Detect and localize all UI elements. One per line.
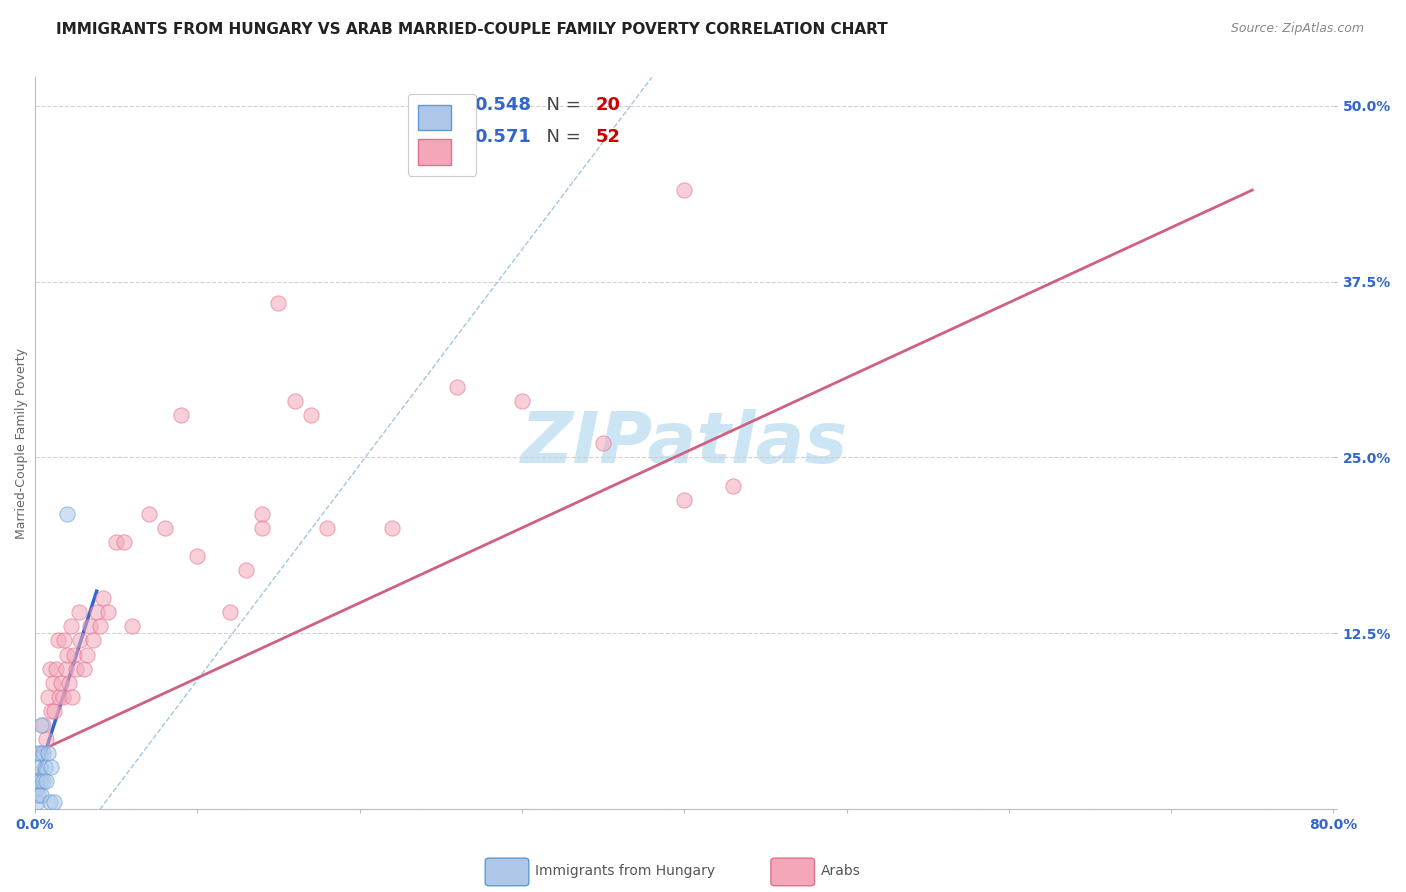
Point <box>39 704 62 718</box>
Point <box>153 521 176 535</box>
Text: N =: N = <box>534 128 586 146</box>
Point <box>32 718 55 732</box>
Point <box>56 507 79 521</box>
Point <box>28 760 51 774</box>
Point <box>35 774 58 789</box>
Text: R =: R = <box>418 128 457 146</box>
Point <box>44 704 66 718</box>
Point <box>97 605 120 619</box>
Point <box>89 619 111 633</box>
Point <box>105 535 128 549</box>
Point <box>39 760 62 774</box>
Text: Source: ZipAtlas.com: Source: ZipAtlas.com <box>1230 22 1364 36</box>
Point <box>592 436 614 450</box>
Text: ZIPatlas: ZIPatlas <box>520 409 848 478</box>
Point <box>446 380 468 394</box>
Point <box>82 633 104 648</box>
Point <box>138 507 160 521</box>
Point <box>38 795 60 809</box>
Point <box>63 648 86 662</box>
Point <box>38 662 60 676</box>
Point <box>86 605 108 619</box>
Point <box>59 619 82 633</box>
Point <box>42 675 65 690</box>
Point <box>121 619 143 633</box>
Text: N =: N = <box>534 96 586 114</box>
Point <box>51 690 73 704</box>
Text: 52: 52 <box>596 128 621 146</box>
Point <box>673 183 696 197</box>
Text: Arabs: Arabs <box>821 864 860 879</box>
Point <box>44 795 66 809</box>
Point <box>186 549 208 563</box>
Point <box>30 718 52 732</box>
Text: R =: R = <box>418 96 457 114</box>
Point <box>65 662 87 676</box>
Point <box>34 760 56 774</box>
Text: IMMIGRANTS FROM HUNGARY VS ARAB MARRIED-COUPLE FAMILY POVERTY CORRELATION CHART: IMMIGRANTS FROM HUNGARY VS ARAB MARRIED-… <box>56 22 889 37</box>
Point <box>25 795 48 809</box>
Point <box>56 648 79 662</box>
Point <box>510 394 533 409</box>
Point <box>25 774 48 789</box>
Point <box>27 767 49 781</box>
Point <box>37 690 59 704</box>
Text: Immigrants from Hungary: Immigrants from Hungary <box>536 864 716 879</box>
Point <box>53 633 76 648</box>
Point <box>45 662 67 676</box>
Point <box>69 633 91 648</box>
Point <box>32 746 55 760</box>
Point <box>46 633 69 648</box>
Point <box>49 675 72 690</box>
Point <box>55 662 77 676</box>
Point <box>25 781 48 796</box>
Point <box>28 746 51 760</box>
Point <box>79 619 101 633</box>
Point <box>91 591 114 606</box>
Text: 0.571: 0.571 <box>474 128 530 146</box>
Point <box>170 409 193 423</box>
Point <box>67 605 90 619</box>
Point <box>250 521 273 535</box>
Y-axis label: Married-Couple Family Poverty: Married-Couple Family Poverty <box>15 348 28 539</box>
Point <box>284 394 307 409</box>
Point <box>48 690 70 704</box>
Point <box>76 648 98 662</box>
Point <box>316 521 339 535</box>
Point <box>27 746 49 760</box>
Point <box>299 409 322 423</box>
Point <box>28 774 51 789</box>
Point <box>218 605 240 619</box>
Point <box>235 563 257 577</box>
Point <box>112 535 135 549</box>
Legend: , : , <box>408 94 477 176</box>
Point <box>37 746 59 760</box>
Point <box>27 789 49 803</box>
Point <box>721 478 744 492</box>
Point <box>250 507 273 521</box>
Point <box>673 492 696 507</box>
Point <box>30 789 52 803</box>
Point <box>267 295 290 310</box>
Point <box>35 731 58 746</box>
Text: 20: 20 <box>596 96 621 114</box>
Point <box>60 690 83 704</box>
Point <box>72 662 94 676</box>
Point <box>381 521 404 535</box>
Point <box>32 774 55 789</box>
Point <box>58 675 80 690</box>
Text: 0.548: 0.548 <box>474 96 531 114</box>
